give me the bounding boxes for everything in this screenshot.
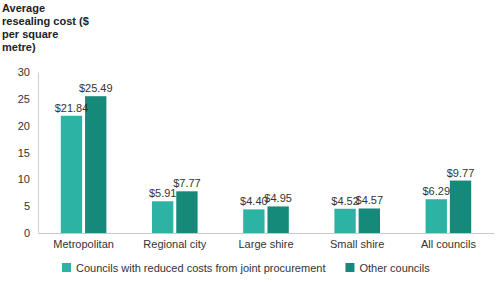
bar (61, 116, 82, 233)
x-tick-label: All councils (421, 238, 477, 250)
y-tick-label: 10 (18, 173, 30, 185)
y-tick-label: 25 (18, 93, 30, 105)
bar (85, 96, 106, 233)
y-tick: 15 (18, 147, 38, 159)
legend: Councils with reduced costs from joint p… (62, 262, 430, 274)
data-label: $4.95 (264, 192, 292, 204)
x-tick: All councils (421, 233, 477, 250)
y-tick-label: 5 (24, 200, 30, 212)
y-tick: 25 (18, 93, 38, 105)
x-tick-label: Metropolitan (53, 238, 114, 250)
x-axis-line (39, 233, 495, 234)
bar (450, 181, 471, 233)
x-tick-label: Regional city (143, 238, 206, 250)
y-axis-title: Averageresealing cost ($per squaremetre) (2, 2, 89, 53)
data-labels: $21.84$5.91$4.40$4.52$6.29$25.49$7.77$4.… (55, 82, 475, 207)
y-axis-title-line: per square (2, 28, 58, 40)
legend-label: Councils with reduced costs from joint p… (76, 262, 325, 274)
y-tick: 0 (24, 227, 38, 239)
x-tick-label: Small shire (330, 238, 384, 250)
bar (359, 208, 380, 233)
data-label: $21.84 (55, 102, 89, 114)
y-tick: 30 (18, 66, 38, 78)
bar (426, 199, 447, 233)
data-label: $6.29 (423, 185, 451, 197)
y-tick-label: 20 (18, 120, 30, 132)
bar (243, 209, 264, 233)
y-tick: 5 (24, 200, 38, 212)
y-tick-label: 15 (18, 147, 30, 159)
x-tick: Metropolitan (53, 233, 114, 250)
data-label: $4.57 (356, 194, 384, 206)
y-tick: 20 (18, 120, 38, 132)
y-axis-title-line: metre) (2, 41, 36, 53)
x-tick: Small shire (330, 233, 384, 250)
y-axis: 0 5 10 15 20 25 30 (18, 66, 39, 239)
x-tick: Regional city (143, 233, 206, 250)
data-label: $25.49 (79, 82, 113, 94)
bar (334, 209, 355, 233)
x-tick: Large shire (238, 233, 293, 250)
legend-label: Other councils (359, 262, 430, 274)
bars (61, 96, 471, 233)
y-tick-label: 0 (24, 227, 30, 239)
bar (267, 206, 288, 233)
y-tick: 10 (18, 173, 38, 185)
y-axis-line (38, 73, 39, 234)
data-label: $9.77 (447, 167, 475, 179)
legend-swatch (345, 263, 354, 272)
legend-swatch (62, 263, 71, 272)
y-axis-title-line: resealing cost ($ (2, 15, 89, 27)
y-tick-label: 30 (18, 66, 30, 78)
bar (152, 201, 173, 233)
y-axis-title-line: Average (2, 2, 45, 14)
data-label: $7.77 (173, 177, 201, 189)
x-axis: Metropolitan Regional city Large shire Smal… (39, 233, 495, 250)
bar (176, 191, 197, 233)
x-tick-label: Large shire (238, 238, 293, 250)
